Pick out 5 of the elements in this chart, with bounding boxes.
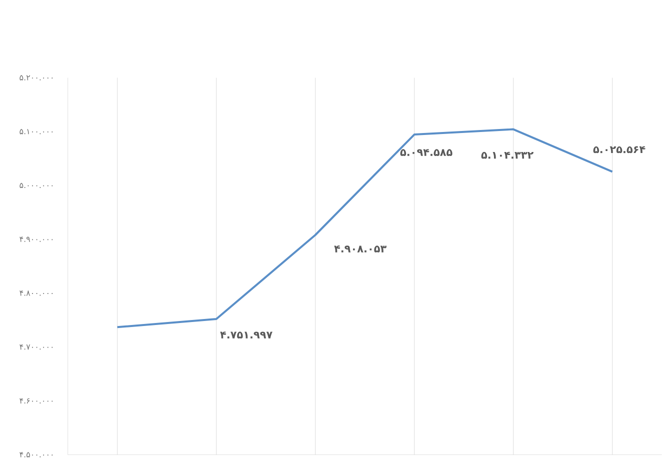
data-label: ۵.۰۹۴.۵۸۵	[400, 149, 452, 156]
data-label: ۴.۹۰۸.۰۵۳	[334, 246, 386, 253]
data-label: ۵.۰۲۵.۵۶۴	[593, 146, 646, 154]
data-label: ۴.۷۵۱.۹۹۷	[220, 332, 272, 339]
data-label: ۵.۱۰۴.۳۳۲	[481, 152, 534, 159]
